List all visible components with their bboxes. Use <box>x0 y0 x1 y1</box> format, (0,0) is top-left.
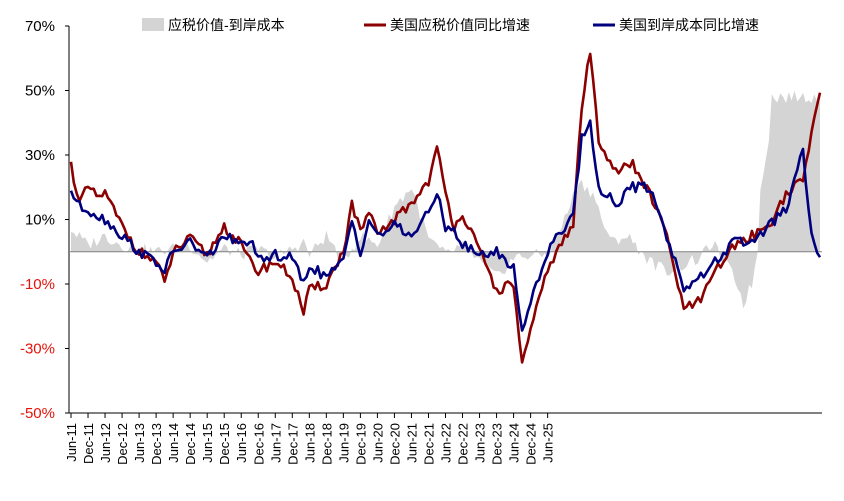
lines-layer <box>69 52 822 364</box>
x-tick-label: Dec-16 <box>251 423 266 465</box>
x-tick-label: Dec-24 <box>524 423 539 465</box>
x-tick-label: Jun-21 <box>405 423 420 463</box>
x-tick-label: Jun-11 <box>64 423 79 462</box>
y-tick-label: -50% <box>20 405 55 422</box>
x-tick-label: Dec-19 <box>353 423 368 465</box>
x-tick-label: Dec-23 <box>490 423 505 465</box>
x-tick-label: Dec-18 <box>319 423 334 465</box>
axes-layer <box>65 25 822 418</box>
x-tick-label: Jun-23 <box>473 423 488 463</box>
x-tick-label: Dec-21 <box>422 423 437 465</box>
x-tick-label: Jun-15 <box>200 423 215 463</box>
y-tick-label: 70% <box>25 18 55 35</box>
y-tick-label: 50% <box>25 83 55 100</box>
x-tick-label: Jun-14 <box>166 423 181 463</box>
x-tick-label: Dec-11 <box>81 423 96 464</box>
series-area-spread <box>71 90 820 309</box>
x-tick-label: Jun-12 <box>98 423 113 463</box>
x-tick-label: Jun-20 <box>370 423 385 463</box>
x-tick-label: Dec-15 <box>217 423 232 465</box>
x-tick-label: Jun-17 <box>268 423 283 463</box>
x-tick-label: Dec-17 <box>285 423 300 465</box>
legend-item: 应税价值-到岸成本 <box>142 17 285 33</box>
y-tick-label: -10% <box>20 276 55 293</box>
legend-label: 美国到岸成本同比增速 <box>619 17 759 33</box>
x-tick-label: Dec-20 <box>387 423 402 465</box>
y-tick-label: 30% <box>25 147 55 164</box>
legend: 应税价值-到岸成本 美国应税价值同比增速 美国到岸成本同比增速 <box>142 17 759 33</box>
x-tick-label: Jun-19 <box>336 423 351 463</box>
x-tick-labels: Jun-11 Dec-11 Jun-12 Dec-12 Jun-13 Dec-13 Jun-… <box>64 423 556 465</box>
legend-label: 应税价值-到岸成本 <box>168 17 285 33</box>
legend-label: 美国应税价值同比增速 <box>390 17 530 33</box>
y-tick-label: -30% <box>20 341 55 358</box>
x-tick-label: Dec-14 <box>183 423 198 465</box>
x-tick-label: Jun-18 <box>302 423 317 463</box>
legend-item: 美国应税价值同比增速 <box>364 17 530 33</box>
x-tick-label: Jun-22 <box>439 423 454 463</box>
x-tick-label: Dec-12 <box>115 423 130 465</box>
x-tick-label: Jun-25 <box>541 423 556 463</box>
area-layer <box>71 90 820 309</box>
y-tick-label: 10% <box>25 212 55 229</box>
x-tick-label: Jun-13 <box>132 423 147 463</box>
legend-swatch <box>142 18 164 31</box>
y-tick-labels: 70% 50% 30% 10% -10% -30% -50% <box>20 18 55 422</box>
x-tick-label: Jun-16 <box>234 423 249 463</box>
series-line-cif-cost <box>69 119 822 332</box>
x-tick-label: Dec-22 <box>456 423 471 465</box>
x-tick-label: Jun-24 <box>507 423 522 463</box>
series-line-taxable-value <box>69 52 822 364</box>
x-tick-label: Dec-13 <box>149 423 164 465</box>
legend-item: 美国到岸成本同比增速 <box>593 17 759 33</box>
